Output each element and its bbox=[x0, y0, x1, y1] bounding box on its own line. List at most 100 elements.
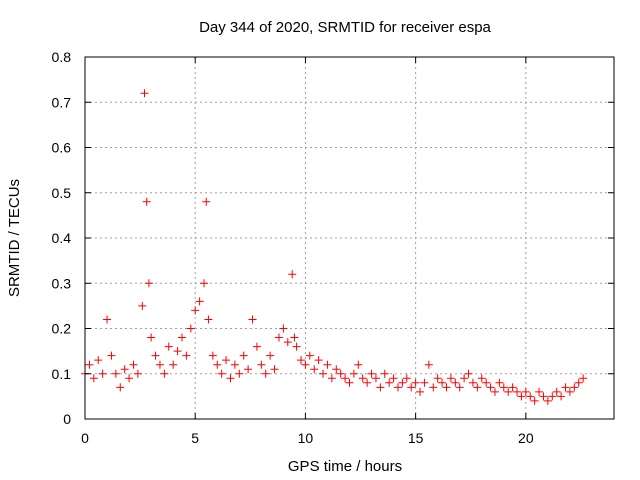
data-point bbox=[579, 374, 588, 383]
data-point bbox=[213, 360, 222, 369]
data-point bbox=[204, 315, 213, 324]
data-point bbox=[191, 306, 200, 315]
data-point bbox=[499, 383, 508, 392]
data-point bbox=[398, 378, 407, 387]
data-point bbox=[376, 383, 385, 392]
data-point bbox=[257, 360, 266, 369]
data-point bbox=[155, 360, 164, 369]
data-point bbox=[160, 369, 169, 378]
data-point bbox=[292, 342, 301, 351]
data-point bbox=[319, 369, 328, 378]
data-point bbox=[393, 383, 402, 392]
y-axis-label: SRMTID / TECUs bbox=[6, 179, 23, 297]
data-point bbox=[200, 279, 209, 288]
data-point bbox=[226, 374, 235, 383]
data-point bbox=[341, 374, 350, 383]
data-point bbox=[438, 378, 447, 387]
data-point bbox=[416, 387, 425, 396]
data-point bbox=[473, 383, 482, 392]
data-point bbox=[310, 365, 319, 374]
data-point bbox=[495, 378, 504, 387]
data-point bbox=[477, 374, 486, 383]
data-point bbox=[144, 279, 153, 288]
data-point bbox=[140, 89, 149, 98]
data-point bbox=[279, 324, 288, 333]
data-point bbox=[371, 374, 380, 383]
data-points bbox=[81, 89, 588, 405]
data-point bbox=[151, 351, 160, 360]
data-point bbox=[385, 378, 394, 387]
data-point bbox=[570, 383, 579, 392]
data-point bbox=[103, 315, 112, 324]
data-point bbox=[239, 351, 248, 360]
data-point bbox=[327, 374, 336, 383]
data-point bbox=[504, 387, 513, 396]
data-point bbox=[526, 392, 535, 401]
data-point bbox=[217, 369, 226, 378]
data-point bbox=[517, 392, 526, 401]
data-point bbox=[230, 360, 239, 369]
data-point bbox=[389, 374, 398, 383]
y-tick-label: 0.8 bbox=[52, 49, 72, 65]
data-point bbox=[442, 383, 451, 392]
y-tick-label: 0.1 bbox=[52, 366, 72, 382]
data-point bbox=[455, 383, 464, 392]
x-tick-label: 0 bbox=[81, 430, 89, 446]
data-point bbox=[323, 360, 332, 369]
data-point bbox=[305, 351, 314, 360]
data-point bbox=[186, 324, 195, 333]
data-point bbox=[202, 197, 211, 206]
data-point bbox=[424, 360, 433, 369]
data-point bbox=[552, 387, 561, 396]
data-point bbox=[120, 365, 129, 374]
data-point bbox=[548, 392, 557, 401]
data-point bbox=[288, 270, 297, 279]
data-point bbox=[252, 342, 261, 351]
y-tick-label: 0.5 bbox=[52, 185, 72, 201]
data-point bbox=[539, 392, 548, 401]
data-point bbox=[574, 378, 583, 387]
data-point bbox=[270, 365, 279, 374]
data-point bbox=[513, 387, 522, 396]
data-point bbox=[521, 387, 530, 396]
data-point bbox=[111, 369, 120, 378]
data-point bbox=[482, 378, 491, 387]
y-tick-label: 0 bbox=[63, 411, 71, 427]
data-point bbox=[177, 333, 186, 342]
data-point bbox=[468, 378, 477, 387]
data-point bbox=[89, 374, 98, 383]
data-point bbox=[336, 369, 345, 378]
data-point bbox=[297, 356, 306, 365]
data-point bbox=[363, 378, 372, 387]
y-tick-label: 0.7 bbox=[52, 94, 72, 110]
data-point bbox=[85, 360, 94, 369]
data-point bbox=[147, 333, 156, 342]
data-point bbox=[235, 369, 244, 378]
data-point bbox=[486, 383, 495, 392]
y-axis-ticks: 0 0.1 0.2 0.3 0.4 0.5 0.6 0.7 0.8 bbox=[52, 49, 614, 427]
data-point bbox=[332, 365, 341, 374]
x-axis-label: GPS time / hours bbox=[288, 458, 402, 475]
data-point bbox=[314, 356, 323, 365]
data-point bbox=[508, 383, 517, 392]
data-point bbox=[138, 301, 147, 310]
data-point bbox=[407, 383, 416, 392]
data-point bbox=[380, 369, 389, 378]
data-point bbox=[164, 342, 173, 351]
data-point bbox=[266, 351, 275, 360]
data-point bbox=[429, 383, 438, 392]
x-tick-label: 10 bbox=[298, 430, 314, 446]
data-point bbox=[460, 374, 469, 383]
data-point bbox=[345, 378, 354, 387]
y-tick-label: 0.2 bbox=[52, 321, 72, 337]
data-point bbox=[367, 369, 376, 378]
grid-lines bbox=[85, 57, 614, 419]
data-point bbox=[411, 378, 420, 387]
data-point bbox=[557, 392, 566, 401]
data-point bbox=[535, 387, 544, 396]
x-tick-label: 5 bbox=[191, 430, 199, 446]
data-point bbox=[248, 315, 257, 324]
data-point bbox=[94, 356, 103, 365]
data-point bbox=[274, 333, 283, 342]
data-point bbox=[208, 351, 217, 360]
